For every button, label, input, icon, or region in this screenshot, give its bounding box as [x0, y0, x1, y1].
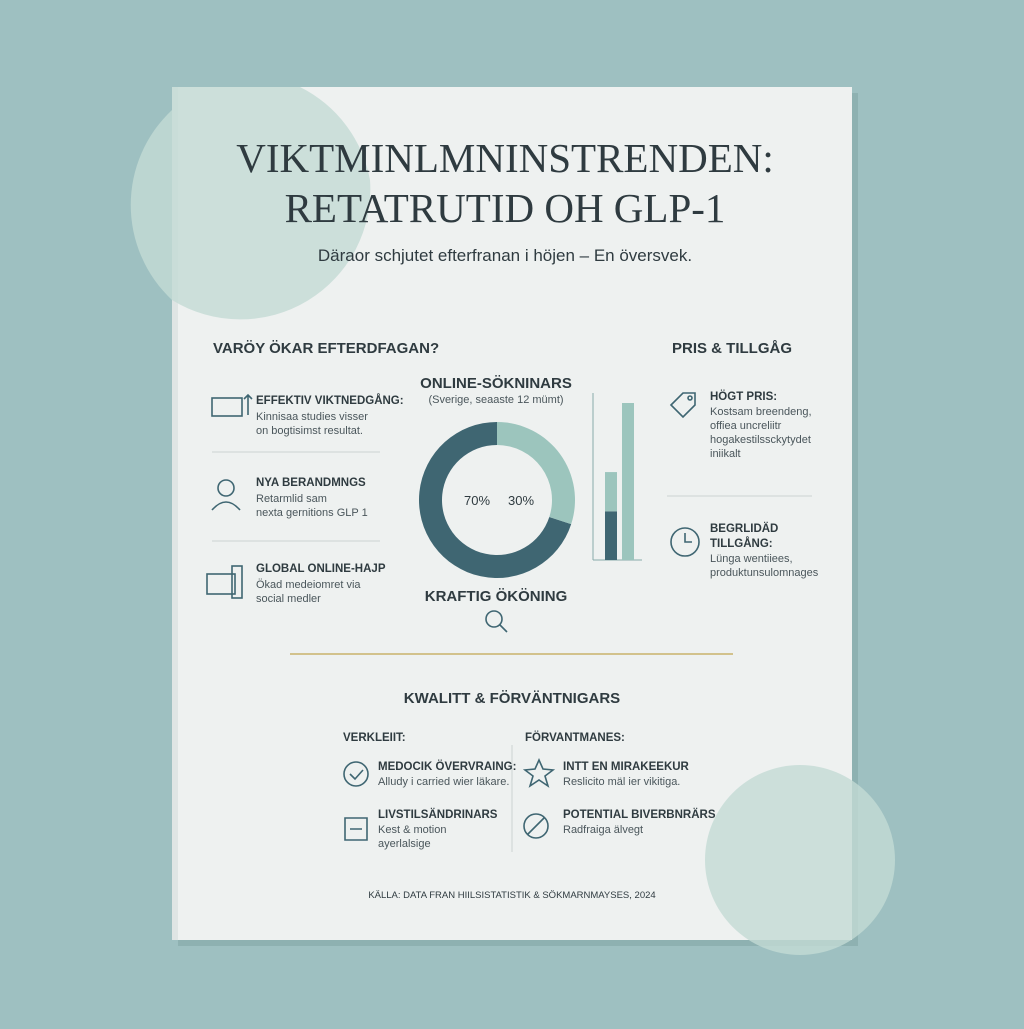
item-text: on bogtisimst resultat. [256, 425, 363, 437]
item-text: Kinnisaa studies visser [256, 411, 368, 423]
title: RETATRUTID OH GLP-1 [285, 185, 726, 231]
subtitle: Däraor schjutet efterfranan i höjen – En… [318, 246, 692, 265]
item-text: Kest & motion [378, 824, 446, 836]
spine [172, 87, 178, 940]
donut-label: 30% [508, 493, 534, 508]
donut-label: 70% [464, 493, 490, 508]
item-title: MEDOCIK ÖVERVRAING: [378, 760, 516, 773]
item-text: Retarmlid sam [256, 493, 327, 505]
item-text: Kostsam breendeng, [710, 406, 812, 418]
item-text: Alludy i carried wier läkare. [378, 776, 509, 788]
section-heading: KWALITT & FÖRVÄNTNIGARS [404, 690, 620, 707]
decor-circle [705, 765, 895, 955]
item-text: Ökad medeiomret via [256, 579, 361, 591]
column-heading: FÖRVANTMANES: [525, 731, 625, 744]
source: KÄLLA: DATA FRAN HIILSISTATISTIK & SÖKMA… [368, 890, 655, 901]
item-title: NYA BERANDMNGS [256, 477, 366, 489]
item-text: nexta gernitions GLP 1 [256, 507, 368, 519]
item-text: Lünga wentiiees, [710, 553, 793, 565]
item-title: LIVSTILSÄNDRINARS [378, 808, 498, 821]
item-title: INTT EN MIRAKEEKUR [563, 761, 690, 773]
item-text: Reslicito mäl ier vikitiga. [563, 776, 680, 788]
dynamic: EFFEKTIV VIKTNEDGÅNG: Kinnisaa studies vi… [256, 390, 819, 850]
chart-subheading: (Sverige, seaaste 12 mümt) [428, 394, 563, 406]
title: VIKTMINLMNINSTRENDEN: [236, 135, 774, 181]
decor-circle [130, 87, 371, 320]
item-text: produktunsulomnages [710, 567, 819, 579]
item-title: HÖGT PRIS: [710, 390, 777, 403]
item-text: ayerlalsige [378, 838, 431, 850]
chart-caption: KRAFTIG ÖKÖNING [425, 588, 568, 605]
section-heading: PRIS & TILLGÅG [672, 340, 792, 357]
item-title: EFFEKTIV VIKTNEDGÅNG: [256, 394, 404, 407]
bar-segment [605, 511, 617, 560]
item-title: TILLGÅNG: [710, 537, 773, 550]
item-text: Radfraiga älvegt [563, 824, 643, 836]
donut-segment [497, 422, 575, 525]
item-title: BEGRLIDÄD [710, 522, 778, 535]
item-title: POTENTIAL BIVERBNRÄRS [563, 808, 716, 821]
item-text: offiea uncreliitr [710, 420, 782, 432]
item-title: GLOBAL ONLINE-HAJP [256, 563, 386, 575]
donut-segment [419, 422, 572, 578]
bar-segment [605, 472, 617, 512]
bar-segment [622, 403, 634, 560]
item-text: hogakestilssckytydet [710, 434, 811, 446]
section-heading: VARÖY ÖKAR EFTERDFAGAN? [213, 340, 439, 357]
item-text: iniikalt [710, 448, 741, 460]
item-text: social medler [256, 593, 321, 605]
chart-heading: ONLINE-SÖKNINARS [420, 375, 572, 392]
icons [206, 392, 700, 841]
column-heading: VERKLEIIT: [343, 732, 406, 744]
